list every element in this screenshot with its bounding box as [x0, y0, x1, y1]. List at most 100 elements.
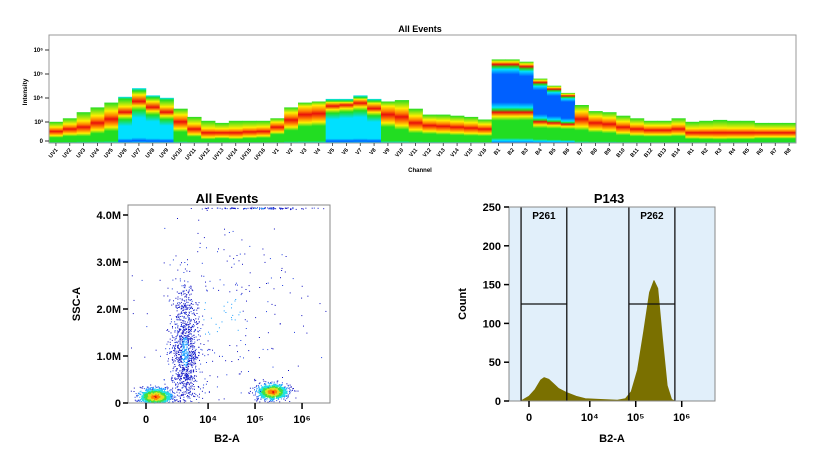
scatter-point	[248, 371, 249, 372]
scatter-point	[198, 219, 200, 221]
scatter-point	[180, 360, 182, 362]
scatter-point	[301, 208, 303, 210]
scatter-point	[255, 386, 257, 388]
scatter-point	[187, 339, 189, 341]
scatter-point	[185, 365, 187, 367]
scatter-point	[270, 277, 272, 279]
scatter-point	[272, 348, 274, 350]
scatter-point	[207, 354, 209, 356]
scatter-point	[146, 326, 148, 328]
scatter-point	[174, 347, 175, 349]
scatter-point	[173, 359, 175, 361]
scatter-point	[272, 400, 273, 402]
scatter-point	[184, 380, 186, 382]
scatter-point	[187, 397, 189, 399]
scatter-point	[140, 394, 142, 396]
scatter-point	[172, 362, 174, 364]
scatter-point	[194, 309, 196, 311]
scatter-point	[187, 358, 189, 360]
heatmap-x-tick-label: V4	[313, 147, 323, 157]
scatter-point	[198, 321, 200, 323]
heatmap-x-tick-label: UV11	[185, 147, 198, 161]
scatter-point	[151, 399, 154, 401]
scatter-point	[152, 388, 154, 390]
scatter-point	[191, 366, 193, 368]
scatter-point	[230, 207, 232, 209]
scatter-point	[179, 348, 181, 350]
scatter-point	[264, 394, 267, 396]
scatter-point	[188, 315, 190, 316]
scatter-point	[267, 349, 269, 351]
scatter-point	[266, 387, 268, 389]
heatmap-x-tick-label: V10	[394, 147, 405, 158]
scatter-point	[194, 329, 196, 330]
scatter-point	[290, 386, 292, 388]
scatter-point	[202, 353, 204, 355]
scatter-point	[163, 379, 165, 381]
scatter-point	[187, 307, 189, 309]
scatter-point	[279, 396, 282, 398]
scatter-point	[169, 299, 171, 301]
scatter-point	[266, 392, 269, 394]
scatter-point	[155, 392, 158, 394]
scatter-point	[271, 401, 273, 402]
scatter-point	[270, 208, 272, 210]
scatter-point	[183, 354, 185, 356]
scatter-point	[163, 393, 165, 395]
scatter-point	[180, 381, 182, 383]
scatter-point	[187, 353, 189, 355]
scatter-point	[264, 383, 266, 384]
scatter-point	[257, 391, 259, 393]
scatter-point	[184, 332, 186, 334]
scatter-point	[164, 383, 166, 385]
scatter-point	[188, 329, 190, 330]
scatter-point	[160, 355, 161, 357]
scatter-point	[151, 394, 153, 397]
scatter-point	[170, 321, 172, 323]
heatmap-column-v5	[325, 98, 340, 143]
scatter-point	[206, 381, 208, 382]
scatter-point	[191, 335, 193, 337]
scatter-point	[187, 298, 189, 300]
scatter-point	[183, 391, 185, 393]
scatter-y-tick-label: 0	[115, 398, 121, 410]
scatter-point	[179, 264, 181, 266]
scatter-point	[171, 394, 172, 396]
scatter-point	[196, 339, 198, 341]
scatter-point	[200, 388, 201, 390]
scatter-point	[186, 383, 188, 385]
scatter-point	[191, 340, 193, 342]
scatter-point	[186, 308, 188, 310]
scatter-point	[246, 320, 248, 322]
scatter-point	[176, 369, 178, 371]
scatter-point	[259, 390, 261, 392]
scatter-point	[255, 317, 257, 319]
scatter-point	[176, 378, 178, 380]
scatter-point	[139, 386, 141, 388]
scatter-point	[199, 371, 201, 373]
scatter-point	[188, 360, 190, 362]
heatmap-x-tick-label: UV3	[76, 147, 87, 159]
scatter-point	[242, 263, 243, 265]
scatter-point	[138, 399, 140, 401]
scatter-point	[184, 313, 186, 315]
scatter-point	[166, 399, 169, 401]
scatter-point	[136, 396, 138, 398]
scatter-point	[185, 372, 187, 374]
scatter-point	[208, 391, 210, 393]
scatter-point	[283, 398, 285, 400]
scatter-point	[189, 391, 191, 392]
scatter-point	[260, 397, 262, 399]
scatter-point	[184, 352, 186, 354]
scatter-point	[188, 286, 190, 288]
scatter-point	[199, 359, 200, 361]
scatter-point	[272, 399, 274, 401]
scatter-point	[190, 330, 192, 332]
scatter-point	[196, 380, 198, 382]
scatter-point	[281, 385, 282, 386]
scatter-point	[194, 354, 196, 356]
scatter-point	[193, 381, 195, 382]
scatter-point	[245, 335, 247, 337]
scatter-point	[174, 330, 176, 332]
